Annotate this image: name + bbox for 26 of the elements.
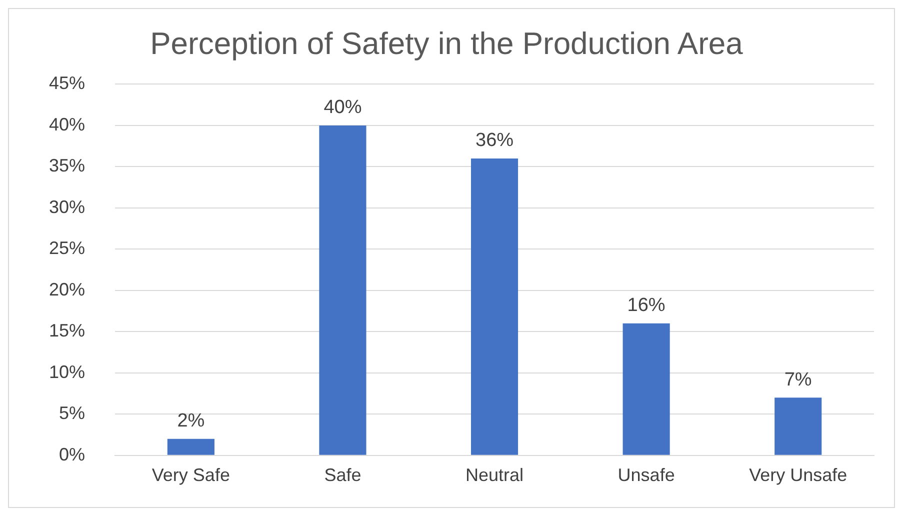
- bar: [622, 323, 670, 455]
- y-tick-label: 30%: [48, 196, 86, 217]
- y-tick-label: 25%: [48, 238, 86, 258]
- x-tick-label: Neutral: [466, 465, 524, 486]
- bar: [167, 438, 214, 455]
- data-label: 2%: [177, 410, 205, 432]
- y-tick-label: 45%: [48, 73, 86, 94]
- data-label: 7%: [784, 369, 812, 390]
- y-tick-label: 40%: [48, 114, 86, 134]
- bar: [774, 398, 822, 455]
- x-tick-label: Safe: [324, 465, 362, 486]
- chart-title: Perception of Safety in the Production Area: [150, 26, 744, 62]
- bar: [319, 125, 366, 455]
- data-label: 16%: [627, 295, 666, 316]
- x-tick-label: Very Safe: [152, 465, 230, 486]
- y-tick-label: 0%: [59, 444, 86, 464]
- y-tick-label: 35%: [48, 156, 86, 176]
- x-tick-label: Unsafe: [618, 465, 675, 486]
- y-tick-label: 10%: [48, 362, 86, 382]
- data-label: 40%: [324, 97, 362, 118]
- x-tick-label: Very Unsafe: [749, 465, 848, 486]
- y-tick-label: 15%: [48, 320, 86, 341]
- bar: [470, 158, 518, 455]
- y-tick-label: 5%: [59, 403, 86, 424]
- data-label: 36%: [476, 130, 514, 152]
- y-tick-label: 20%: [48, 279, 86, 300]
